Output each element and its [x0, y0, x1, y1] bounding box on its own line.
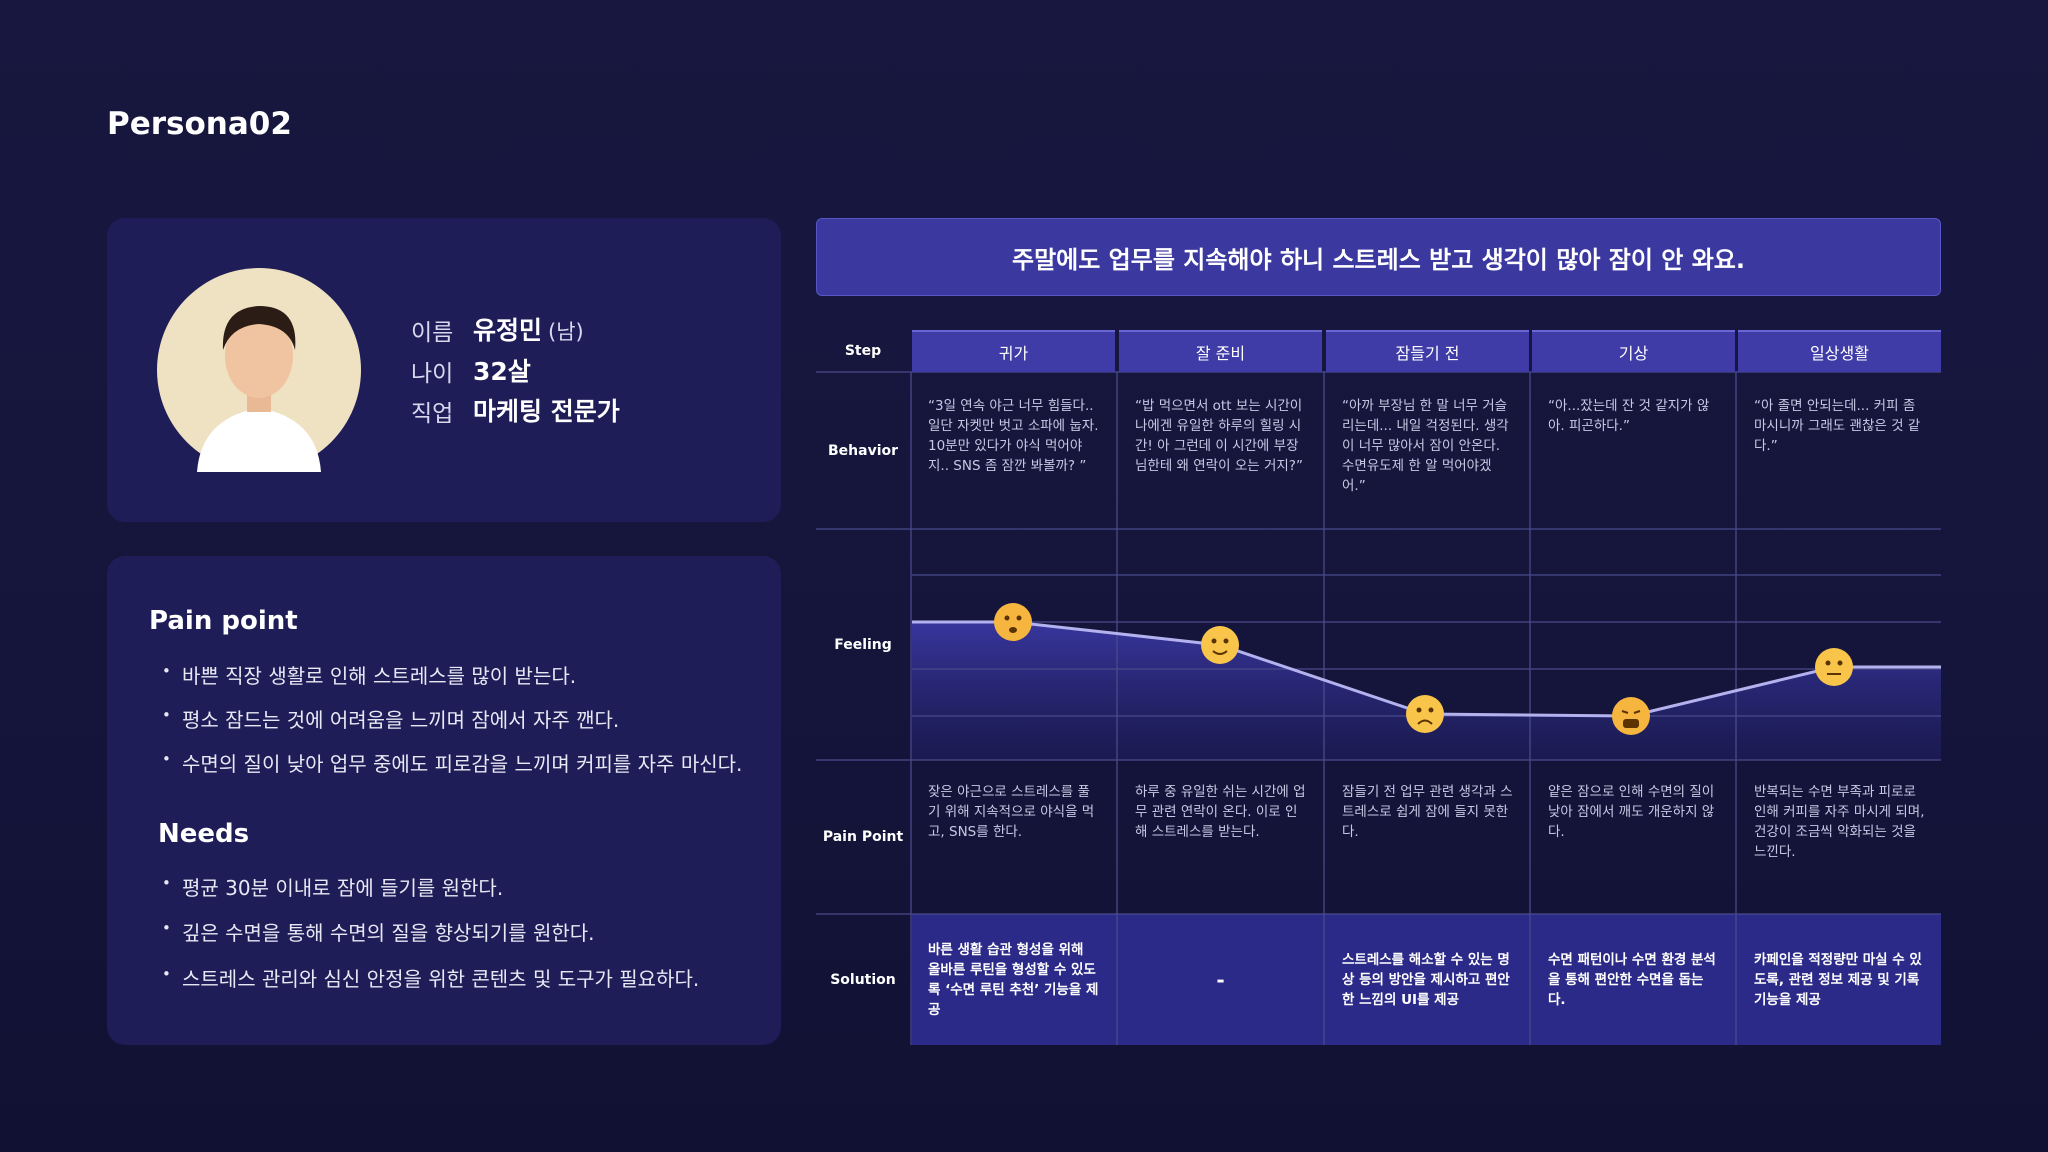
field-label: 나이: [411, 361, 454, 387]
solution-cell: 카페인을 적정량만 마실 수 있도록, 관련 정보 제공 및 기록 기능을 제공: [1754, 951, 1922, 1008]
field-value: 32살: [473, 357, 531, 386]
row-label: Pain Point: [822, 829, 904, 845]
field-value: 유정민 (남): [473, 316, 584, 345]
pain-point-title: Pain point: [149, 606, 298, 636]
step-header: 잠들기 전: [1326, 330, 1529, 372]
page-title: Persona02: [107, 106, 292, 142]
journey-cell: “3일 연속 야근 너무 힘들다.. 일단 자켓만 벗고 소파에 눕자. 10분…: [928, 398, 1099, 474]
row-label: Feeling: [834, 637, 892, 653]
bullet-item: 평균 30분 이내로 잠에 들기를 원한다.: [162, 872, 503, 901]
row-label: Solution: [830, 972, 896, 988]
journey-headline: 주말에도 업무를 지속해야 하니 스트레스 받고 생각이 많아 잠이 안 와요.: [816, 218, 1941, 296]
journey-cell: “밥 먹으면서 ott 보는 시간이 나에겐 유일한 하루의 힐링 시간! 아 …: [1135, 398, 1303, 474]
field-label: 이름: [411, 320, 454, 346]
step-header: 잘 준비: [1119, 330, 1322, 372]
solution-cell: 스트레스를 해소할 수 있는 명상 등의 방안을 제시하고 편안한 느낌의 UI…: [1342, 951, 1510, 1008]
solution-band: [912, 914, 1941, 1045]
bullet-item: 평소 잠드는 것에 어려움을 느끼며 잠에서 자주 깬다.: [162, 704, 619, 733]
emotion-icons: [994, 603, 1853, 735]
bullet-item: 바쁜 직장 생활로 인해 스트레스를 많이 받는다.: [162, 660, 576, 689]
step-header: 기상: [1532, 330, 1735, 372]
solution-cell: 바른 생활 습관 형성을 위해 올바른 루틴을 형성할 수 있도록 ‘수면 루틴…: [928, 941, 1099, 1018]
journey-cell: 하루 중 유일한 쉬는 시간에 업무 관련 연락이 온다. 이로 인해 스트레스…: [1135, 784, 1306, 840]
journey-cell: 잠들기 전 업무 관련 생각과 스트레스로 쉽게 잠에 들지 못한다.: [1342, 784, 1513, 840]
step-header: 일상생활: [1738, 330, 1941, 372]
solution-cell: -: [1216, 967, 1225, 992]
step-header: 귀가: [912, 330, 1115, 372]
journey-cell: 반복되는 수면 부족과 피로로 인해 커피를 자주 마시게 되며, 건강이 조금…: [1754, 784, 1925, 860]
bullet-item: 스트레스 관리와 심신 안정을 위한 콘텐츠 및 도구가 필요하다.: [162, 963, 699, 992]
needs-title: Needs: [158, 819, 250, 849]
field-note: (남): [548, 320, 584, 344]
journey-cell: “아까 부장님 한 말 너무 거슬리는데... 내일 걱정된다. 생각이 너무 …: [1342, 398, 1509, 494]
solution-cell: 수면 패턴이나 수면 환경 분석을 통해 편안한 수면을 돕는다.: [1548, 951, 1716, 1008]
step-label: Step: [844, 343, 882, 359]
journey-cell: “아 졸면 안되는데... 커피 좀 마시니까 그래도 괜찮은 것 같다.”: [1754, 398, 1921, 454]
field-value: 마케팅 전문가: [473, 397, 620, 426]
journey-cell: 얕은 잠으로 인해 수면의 질이 낮아 잠에서 깨도 개운하지 않다.: [1548, 784, 1715, 840]
row-label: Behavior: [827, 443, 899, 459]
journey-cell: 잦은 야근으로 스트레스를 풀기 위해 지속적으로 야식을 먹고, SNS를 한…: [928, 784, 1095, 840]
bullet-item: 수면의 질이 낮아 업무 중에도 피로감을 느끼며 커피를 자주 마신다.: [162, 748, 742, 777]
feeling-area: [912, 622, 1941, 760]
field-label: 직업: [411, 401, 454, 427]
profile-photo: [157, 268, 361, 472]
bullet-item: 깊은 수면을 통해 수면의 질을 향상되기를 원한다.: [162, 917, 594, 946]
journey-cell: “아...잤는데 잔 것 같지가 않아. 피곤하다.”: [1548, 398, 1710, 434]
